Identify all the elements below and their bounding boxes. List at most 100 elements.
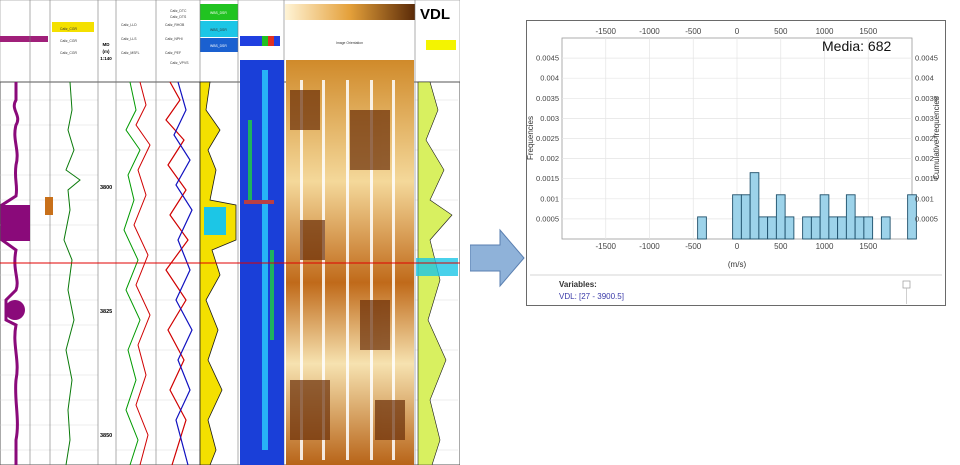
y-tick-left-label: 0.002 [540,154,559,163]
y-tick-right-label: 0.0005 [915,214,938,223]
caliper-purple-trace [0,82,20,465]
depth-label-3850: 3850 [100,433,112,439]
histogram-bar-4[interactable] [758,216,769,240]
x-tick-top-label: 1500 [859,27,877,36]
log-header [0,0,460,83]
header-wbs-dsr-3: WBS_DSR [210,44,227,48]
histogram-bar-15[interactable] [863,216,874,240]
histogram-bar-9[interactable] [810,216,821,240]
histogram-bar-5[interactable] [767,216,777,240]
header-caliz-msfl: Caliz_MSFL [121,51,140,55]
header-caliz-cgr-2: Caliz_CGR [60,39,78,43]
x-tick-bottom-label: 500 [774,242,788,251]
sonic-highlight [204,207,226,235]
y-tick-right-label: 0.0045 [915,54,938,63]
histogram-bar-13[interactable] [845,194,856,240]
histogram-bar-10[interactable] [819,194,830,240]
y-tick-right-label: 0.001 [915,194,934,203]
x-tick-top-label: 1000 [816,27,834,36]
depth-header-scale: 1:140 [100,56,112,61]
x-tick-bottom-label: -500 [685,242,702,251]
y-ticks-left: 0.0005 0.001 0.0015 0.002 0.0025 0.003 0.0035 0… [536,54,559,224]
caliper-purple-lobe [5,300,25,320]
header-caliz-dtc: Caliz_DTC [170,9,187,13]
histogram-bar-0[interactable] [697,216,707,240]
lith-marker [45,197,53,215]
x-tick-bottom-label: 1000 [816,242,834,251]
histogram-bar-8[interactable] [802,216,812,240]
histogram-bar-14[interactable] [854,216,865,240]
header-caliz-dts: Caliz_DTS [170,15,187,19]
y-tick-left-label: 0.0045 [536,54,559,63]
header-caliz-cgr-1: Caliz_CGR [60,27,78,31]
depth-header-md: MD [103,42,111,47]
gr-green-trace [63,81,81,465]
header-wbs-dsr-2: WBS_DSR [210,28,227,32]
x-tick-top-label: 500 [774,27,788,36]
x-tick-top-label: -1500 [596,27,617,36]
histogram-bar-1[interactable] [732,194,742,240]
res-red-trace [133,81,151,465]
y-tick-right-label: 0.004 [915,74,934,83]
histogram-bar-16[interactable] [880,216,891,240]
variables-value[interactable]: VDL: [27 - 3900.5] [559,292,624,301]
x-axis-label: (m/s) [728,260,747,269]
y-tick-left-label: 0.001 [540,194,559,203]
y-tick-left-label: 0.0005 [536,214,559,223]
res-green-trace [123,81,141,465]
y2-axis-label: Cumulative frequencies [932,96,941,180]
media-annotation: Media: 682 [822,38,891,54]
histogram-bar-2[interactable] [740,194,751,240]
y-tick-right-label: 0.0035 [915,94,938,103]
y-ticks-right: 0.0005 0.001 0.0015 0.002 0.0025 0.003 0.0035 0… [915,54,938,224]
histogram-bar-17[interactable] [907,194,917,240]
x-tick-top-label: 0 [735,27,740,36]
depth-label-3800: 3800 [100,185,112,191]
x-tick-bottom-label: 0 [735,242,740,251]
header-caliz-vpvs: Caliz_VPVS [170,61,189,65]
x-ticks-bottom: -1500 -1000 -500 0 500 1000 1500 [596,242,878,251]
header-caliz-pef: Caliz_PEF [165,51,181,55]
blue-image-details [244,70,274,450]
histogram-bar-6[interactable] [775,194,786,240]
y-tick-left-label: 0.0015 [536,174,559,183]
den-red-trace [165,81,189,465]
den-blue-trace [173,81,193,465]
vdl-title: VDL [420,6,450,23]
y-tick-right-label: 0.002 [915,154,934,163]
header-caliz-rhob: Caliz_RHOB [165,23,185,27]
x-ticks-top: -1500 -1000 -500 0 500 1000 1500 [596,27,878,36]
variables-label: Variables: [559,280,597,289]
histogram-bars [697,172,917,240]
y-tick-right-label: 0.0015 [915,174,938,183]
depth-header: MD (m) 1:140 [100,42,112,61]
x-tick-bottom-label: 1500 [859,242,877,251]
histogram-window: -1500 -1000 -500 0 500 1000 1500 -1500 -1000 -50… [526,20,946,306]
header-caliz-lls: Caliz_LLS [121,37,137,41]
flow-arrow-icon [470,228,525,288]
y-axis-label: Frequencies [526,116,535,160]
y-tick-left-label: 0.004 [540,74,559,83]
header-wbs-dsr-1: WBS_DSR [210,11,227,15]
header-caliz-cgr-3: Caliz_CGR [60,51,78,55]
histogram-bar-3[interactable] [749,172,760,240]
vdl-dark-patches [290,90,405,440]
x-tick-bottom-label: -1000 [639,242,660,251]
caliper-purple-block [2,205,30,241]
histogram-bar-11[interactable] [828,216,839,240]
footer-scroll-handle[interactable] [902,280,911,304]
x-tick-top-label: -1000 [639,27,660,36]
header-caliz-lld: Caliz_LLD [121,23,137,27]
column-headers: Caliz_CGR Caliz_CGR Caliz_CGR Caliz_LLD … [60,9,363,65]
well-log-panel: VDL Caliz_CGR Caliz_CGR Caliz_CGR Caliz_… [0,0,460,465]
y-tick-left-label: 0.0035 [536,94,559,103]
depth-header-unit: (m) [103,49,110,54]
y-tick-left-label: 0.003 [540,114,559,123]
y-tick-left-label: 0.0025 [536,134,559,143]
grid-lines [562,38,912,239]
vdl-stripes [300,80,395,460]
histogram-bar-12[interactable] [837,216,847,240]
y-tick-right-label: 0.003 [915,114,934,123]
header-image-orientation: Image Orientation [336,41,363,45]
histogram-bar-7[interactable] [784,216,795,240]
